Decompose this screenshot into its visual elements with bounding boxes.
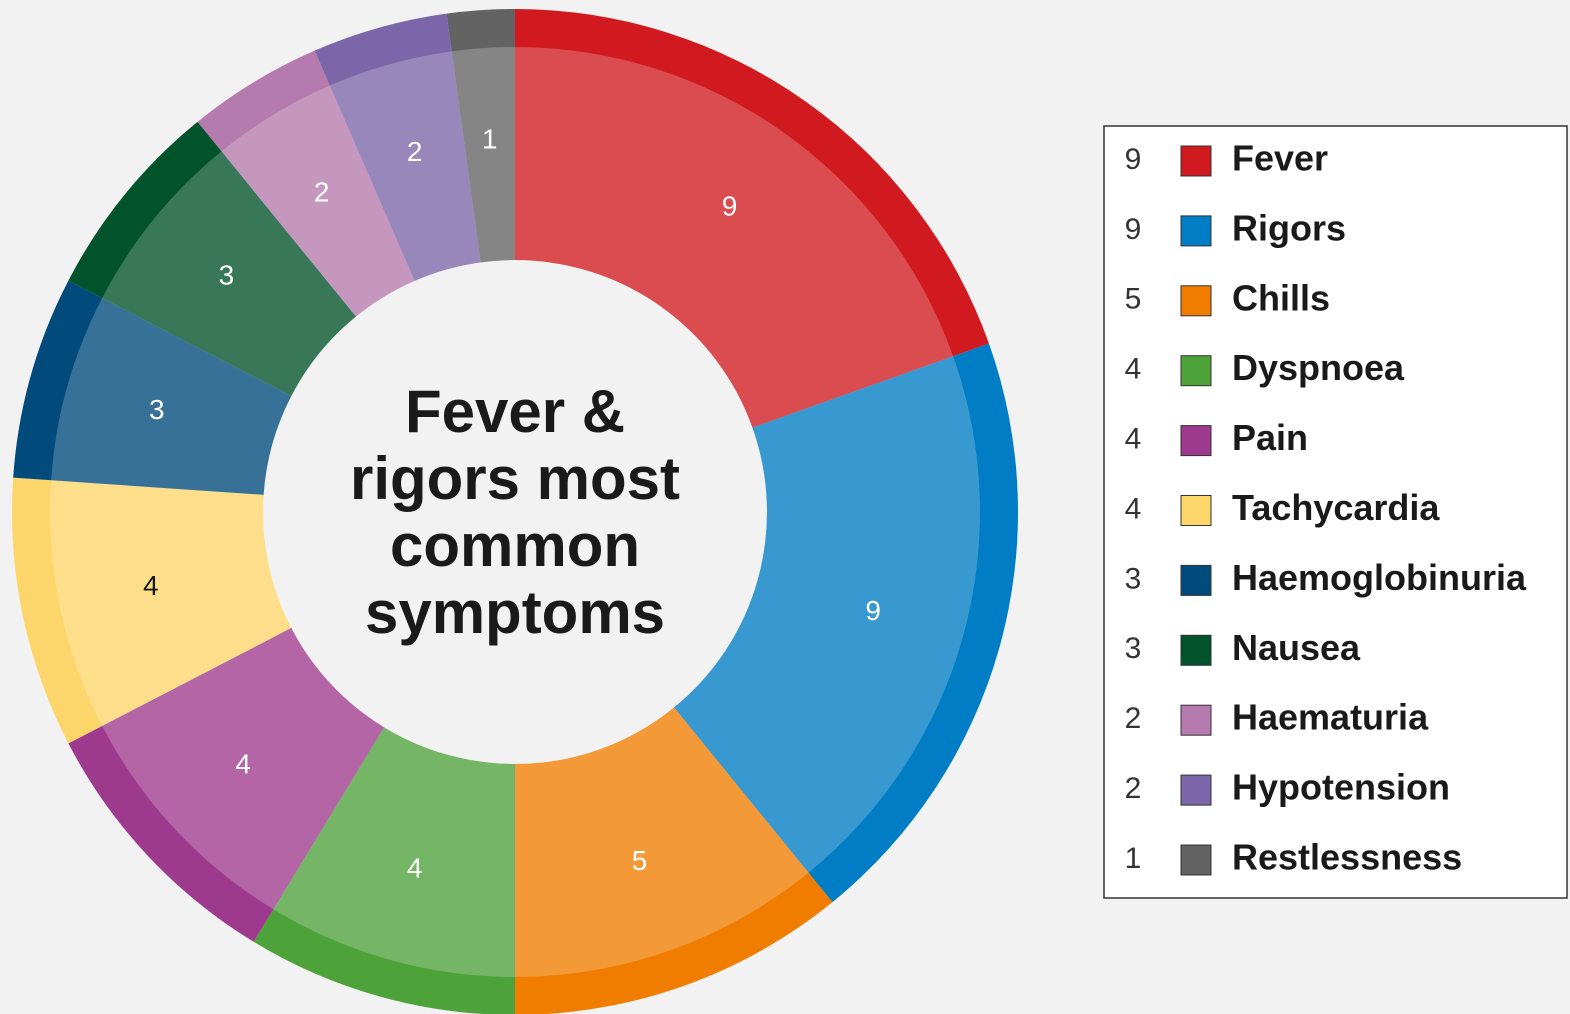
legend-value: 4: [1125, 492, 1142, 525]
legend-label: Hypotension: [1232, 767, 1450, 808]
data-label: 4: [407, 853, 423, 884]
legend-swatch: [1180, 495, 1212, 526]
segment: [11, 477, 292, 744]
segment: [197, 50, 415, 317]
segment-highlight: [221, 85, 415, 317]
segment-highlight: [49, 480, 292, 726]
segment-highlight: [674, 356, 981, 873]
legend-value: 9: [1125, 143, 1142, 176]
legend-swatch: [1180, 564, 1212, 596]
segment-highlight: [515, 707, 809, 977]
data-label: 3: [149, 394, 165, 425]
legend-label: Pain: [1232, 417, 1308, 458]
legend-swatch: [1180, 425, 1212, 457]
segment: [515, 707, 833, 1014]
segment: [13, 280, 292, 495]
data-label: 9: [865, 595, 881, 626]
legend-swatch: [1180, 844, 1212, 876]
legend-label: Haematuria: [1232, 697, 1429, 738]
segment-highlight: [102, 151, 356, 397]
segment: [253, 727, 515, 1014]
segment: [314, 13, 481, 281]
legend-value: 2: [1125, 702, 1142, 735]
legend-swatch: [1180, 774, 1212, 806]
legend-label: Nausea: [1232, 627, 1361, 668]
data-label: 1: [482, 123, 498, 154]
data-label: 2: [314, 177, 330, 208]
legend-label: Restlessness: [1232, 837, 1462, 878]
legend-value: 9: [1125, 213, 1142, 246]
segment-highlight: [273, 727, 515, 977]
segment: [68, 627, 385, 942]
data-label: 3: [219, 260, 235, 291]
legend-label: Tachycardia: [1232, 487, 1440, 528]
segment-highlight: [102, 627, 385, 910]
legend-swatch: [1180, 145, 1212, 177]
legend-label: Rigors: [1232, 207, 1346, 248]
legend-value: 3: [1125, 632, 1142, 665]
legend-value: 4: [1125, 353, 1142, 386]
segment: [446, 9, 515, 263]
legend-value: 4: [1125, 423, 1142, 456]
legend-swatch: [1180, 285, 1212, 317]
chart-title: Fever & rigors most common symptoms: [349, 378, 681, 646]
legend-swatch: [1180, 704, 1212, 736]
legend-label: Fever: [1232, 138, 1328, 179]
legend-swatch: [1180, 634, 1212, 666]
legend-value: 3: [1125, 562, 1142, 595]
legend-swatch: [1180, 355, 1212, 387]
data-label: 9: [722, 190, 738, 221]
legend-swatch: [1180, 215, 1212, 247]
segment-highlight: [51, 298, 292, 495]
data-label: 4: [143, 570, 159, 601]
segment-highlight: [451, 47, 515, 263]
legend-value: 5: [1125, 283, 1142, 316]
legend-label: Haemoglobinuria: [1232, 557, 1527, 598]
legend-label: Chills: [1232, 277, 1330, 318]
legend-value: 2: [1125, 772, 1142, 805]
segment-highlight: [515, 47, 954, 428]
data-label: 4: [235, 748, 251, 779]
segment: [674, 343, 1018, 903]
legend-label: Dyspnoea: [1232, 347, 1405, 388]
data-label: 5: [632, 845, 648, 876]
segment-highlight: [329, 51, 481, 281]
legend-value: 1: [1125, 842, 1142, 875]
segment: [68, 121, 356, 397]
data-label: 2: [407, 136, 423, 167]
segment: [515, 9, 989, 428]
